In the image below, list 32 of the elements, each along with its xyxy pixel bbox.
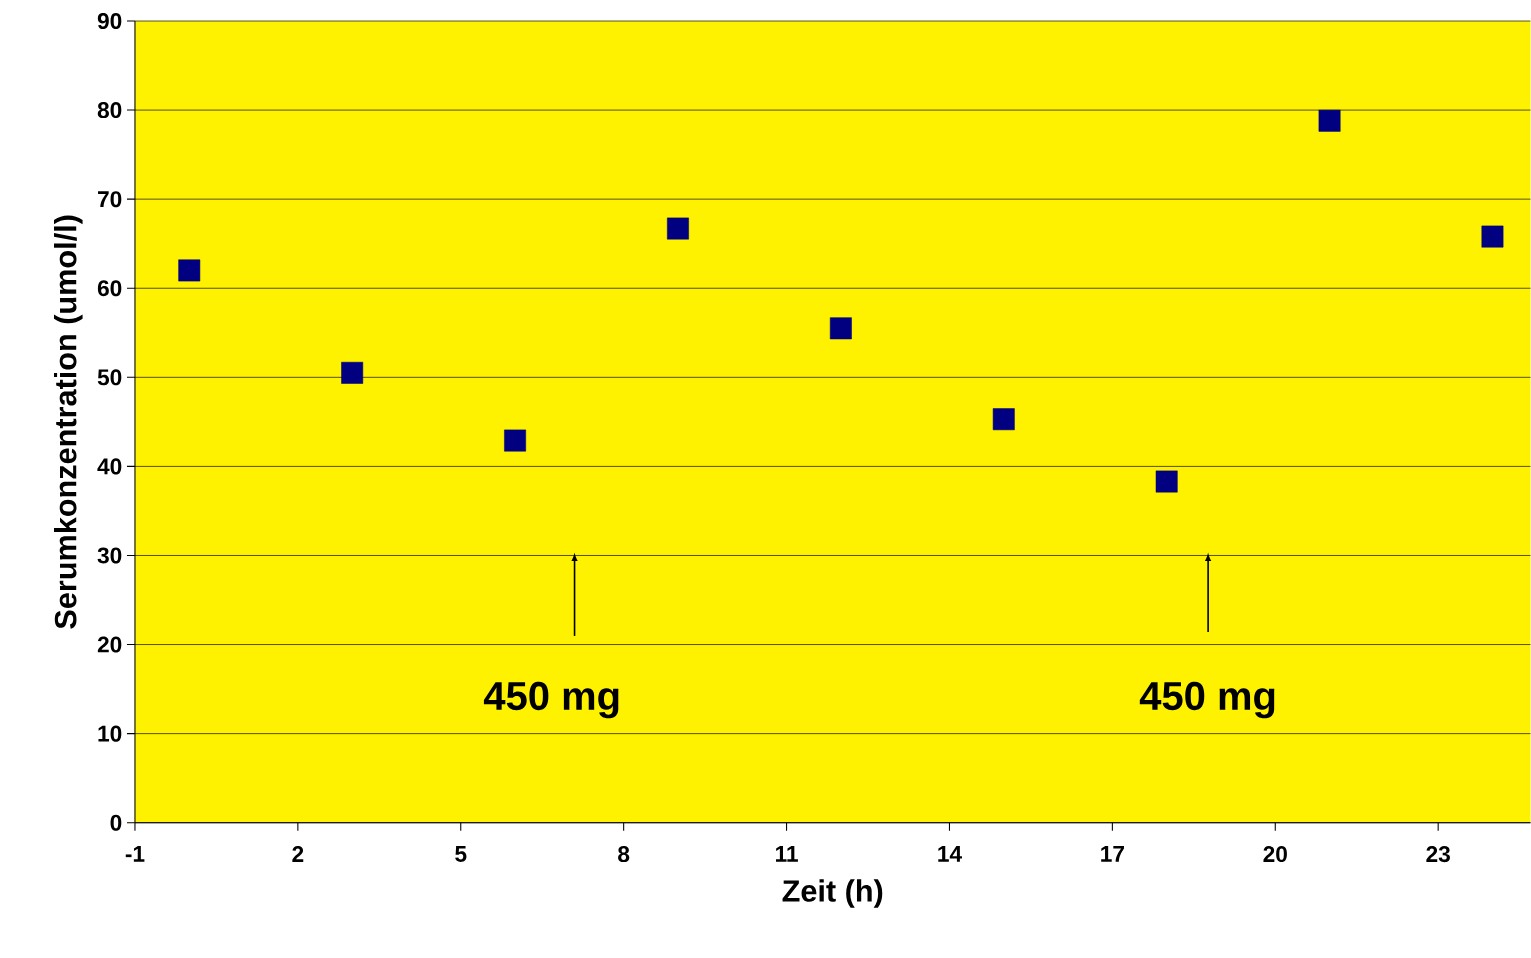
x-tick-label: -1 [125, 846, 145, 862]
annotation: 450 mg [483, 682, 619, 719]
x-tick-label: 8 [618, 846, 630, 863]
point [1481, 225, 1504, 248]
x-tick-label: 23 [1426, 846, 1450, 863]
x-tick-label: 5 [455, 846, 467, 863]
point [829, 317, 852, 340]
y-tick-label: 40 [97, 458, 122, 475]
x-tick-label: 11 [776, 846, 798, 862]
y-tick-label: 90 [97, 13, 122, 30]
y-tick-label: 0 [110, 814, 122, 831]
y-tick-label: 50 [97, 369, 122, 386]
y-tick-label: 70 [98, 191, 122, 208]
x-tick-label: 17 [1101, 846, 1124, 862]
point [992, 408, 1015, 431]
x-tick-label: 20 [1263, 846, 1287, 863]
point [1318, 110, 1341, 132]
y-tick-label: 80 [97, 102, 122, 119]
point [341, 362, 364, 384]
annotation: 450 mg [1139, 682, 1275, 719]
y-axis-title: Serumkonzentration (umol/l) [53, 215, 83, 629]
point [1155, 470, 1178, 493]
y-tick-label: 60 [97, 280, 122, 297]
x-axis-title: Zeit (h) [782, 879, 883, 909]
y-tick-label: 10 [98, 725, 122, 742]
point [667, 217, 689, 240]
x-tick-label: 2 [292, 846, 304, 863]
point [178, 259, 201, 282]
y-tick-label: 30 [97, 547, 122, 564]
point [504, 429, 526, 452]
x-tick-label: 14 [938, 846, 962, 862]
y-tick-label: 20 [97, 636, 122, 653]
